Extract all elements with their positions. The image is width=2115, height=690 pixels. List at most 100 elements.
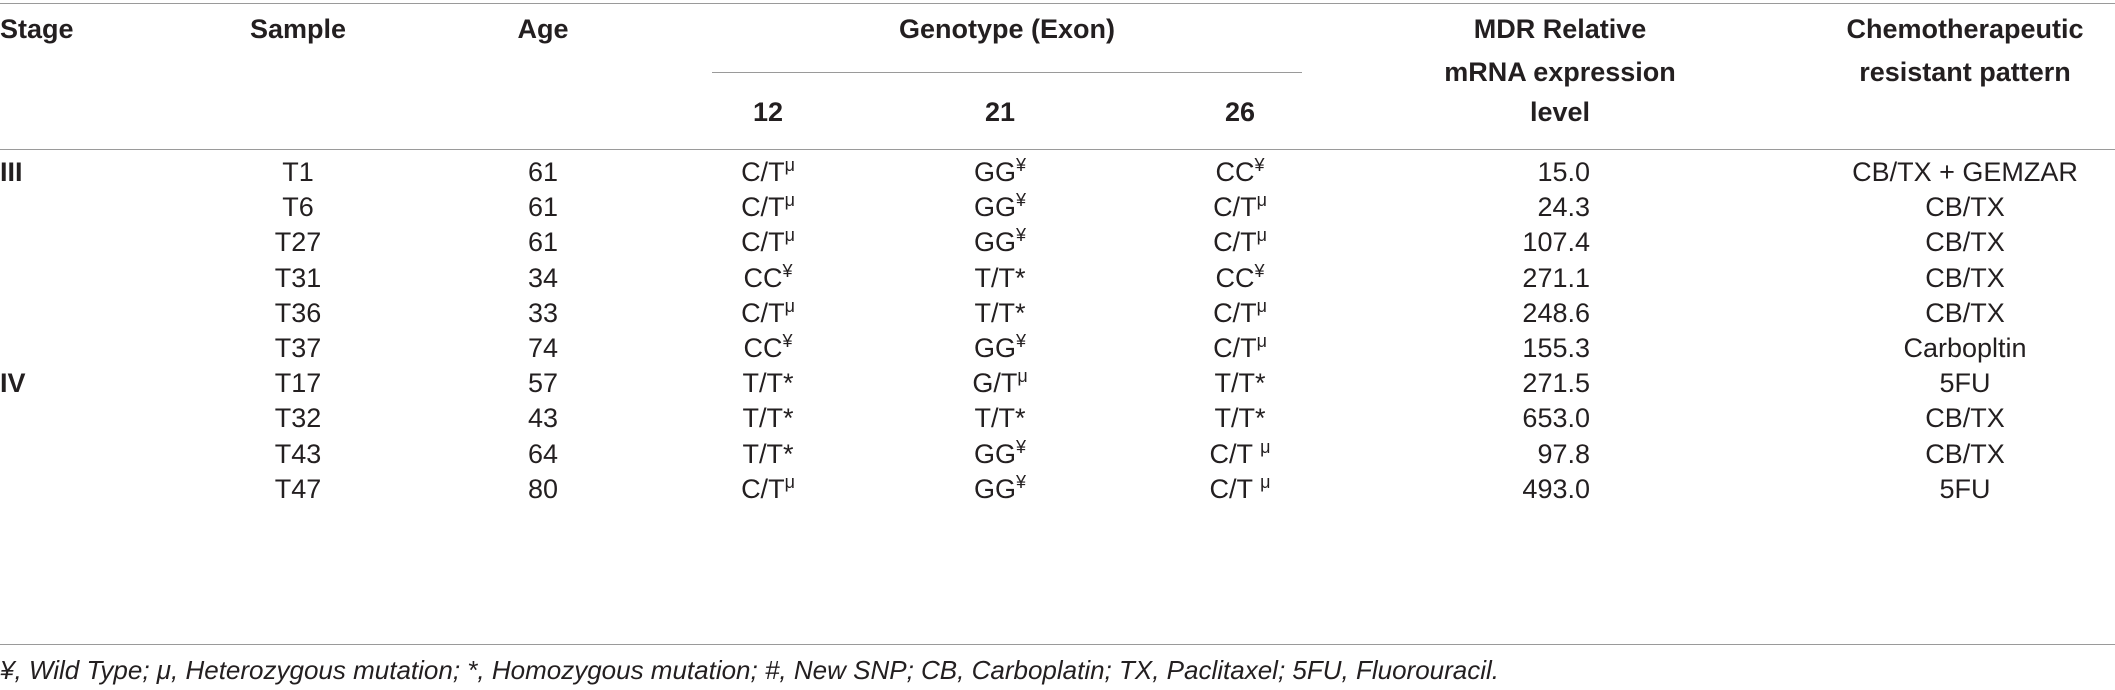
- cell-e12-superscript: ¥: [782, 331, 793, 351]
- cell-e12: C/Tμ: [668, 155, 868, 192]
- cell-age: 33: [443, 296, 643, 330]
- cell-chemo-text: CB/TX + GEMZAR: [1852, 157, 2078, 187]
- cell-e21: G/Tμ: [900, 366, 1100, 403]
- cell-e21-text: GG: [973, 333, 1016, 363]
- cell-e21: GG¥: [900, 155, 1100, 192]
- cell-e21: GG¥: [900, 472, 1100, 509]
- cell-e21-superscript: ¥: [1016, 471, 1027, 492]
- cell-e21-text: T/T*: [974, 403, 1026, 434]
- cell-chemo-text: 5FU: [1939, 473, 1991, 504]
- cell-e12-superscript: μ: [784, 225, 795, 246]
- cell-e26-superscript: ¥: [1254, 260, 1265, 281]
- cell-mdr-text: 97.8: [1537, 438, 1590, 469]
- cell-age: 57: [443, 366, 643, 400]
- header-exon-21: 21: [984, 97, 1016, 127]
- cell-e12-superscript: μ: [784, 155, 795, 175]
- cell-mdr: 24.3: [1390, 190, 1590, 224]
- cell-chemo: CB/TX + GEMZAR: [1815, 155, 2115, 189]
- cell-age: 64: [443, 437, 643, 471]
- cell-e21-superscript: μ: [1017, 366, 1028, 387]
- cell-chemo: CB/TX: [1815, 261, 2115, 295]
- cell-e21-text: GG: [973, 438, 1016, 469]
- cell-e21-text: GG: [973, 473, 1016, 504]
- cell-e21-text: T/T*: [974, 262, 1026, 293]
- table-top-rule: [0, 3, 2115, 4]
- cell-e12-text: C/T: [741, 473, 785, 504]
- header-age: Age: [517, 14, 569, 44]
- cell-e21: T/T*: [900, 296, 1100, 333]
- cell-e26-superscript: μ: [1260, 436, 1271, 457]
- cell-e26-text: C/T: [1209, 438, 1261, 469]
- cell-e26-superscript: μ: [1256, 295, 1267, 316]
- cell-stage-text: IV: [0, 368, 26, 399]
- genotype-group-rule: [712, 72, 1302, 73]
- table-bottom-rule: [0, 644, 2115, 645]
- cell-e26: C/T μ: [1140, 437, 1340, 474]
- cell-e12: T/T*: [668, 401, 868, 438]
- cell-e26: C/Tμ: [1140, 296, 1340, 333]
- cell-e21-text: GG: [973, 227, 1016, 258]
- cell-sample-text: T1: [282, 157, 314, 187]
- cell-age: 34: [443, 261, 643, 295]
- cell-e26-text: T/T*: [1214, 403, 1266, 434]
- cell-mdr-text: 271.1: [1522, 262, 1590, 293]
- cell-e26: CC¥: [1140, 261, 1340, 298]
- cell-e21-text: T/T*: [974, 297, 1026, 328]
- cell-age-text: 61: [527, 227, 559, 258]
- cell-mdr-text: 653.0: [1522, 403, 1590, 434]
- cell-e12-text: T/T*: [742, 368, 794, 399]
- cell-chemo-text: Carbopltin: [1903, 333, 2027, 363]
- cell-e12-text: C/T: [741, 157, 785, 187]
- cell-chemo-text: CB/TX: [1925, 227, 2005, 258]
- cell-e12: C/Tμ: [668, 296, 868, 333]
- cell-sample: T37: [198, 331, 398, 365]
- cell-e21-superscript: ¥: [1016, 331, 1027, 351]
- cell-e26: T/T*: [1140, 366, 1340, 403]
- header-sample: Sample: [249, 14, 347, 44]
- cell-age-text: 80: [527, 473, 559, 504]
- cell-age: 61: [443, 155, 643, 189]
- cell-mdr: 493.0: [1390, 472, 1590, 506]
- cell-age: 61: [443, 225, 643, 259]
- cell-e21-text: GG: [973, 157, 1016, 187]
- cell-sample-text: T32: [274, 403, 322, 434]
- cell-e26: C/Tμ: [1140, 225, 1340, 262]
- cell-mdr-text: 107.4: [1522, 227, 1590, 258]
- cell-e26: CC¥: [1140, 155, 1340, 192]
- cell-sample: T36: [198, 296, 398, 330]
- cell-age-text: 74: [527, 333, 559, 363]
- cell-e12-text: T/T*: [742, 438, 794, 469]
- cell-mdr: 248.6: [1390, 296, 1590, 330]
- cell-e26: C/Tμ: [1140, 190, 1340, 227]
- cell-e12-text: T/T*: [742, 403, 794, 434]
- cell-e26-text: C/T: [1209, 473, 1261, 504]
- cell-e26-superscript: μ: [1256, 331, 1267, 351]
- cell-sample-text: T36: [274, 297, 322, 328]
- cell-e26-superscript: ¥: [1254, 155, 1265, 175]
- cell-e12: C/Tμ: [668, 472, 868, 509]
- cell-e12-text: C/T: [741, 192, 785, 223]
- cell-mdr-text: 493.0: [1522, 473, 1590, 504]
- table-footnote: ¥, Wild Type; μ, Heterozygous mutation; …: [0, 655, 1500, 685]
- cell-e12-text: CC: [743, 333, 783, 363]
- cell-e12: T/T*: [668, 366, 868, 403]
- cell-e26-text: T/T*: [1214, 368, 1266, 399]
- cell-e12: C/Tμ: [668, 225, 868, 262]
- cell-e26-text: C/T: [1213, 333, 1257, 363]
- cell-chemo: 5FU: [1815, 366, 2115, 400]
- cell-e21: GG¥: [900, 437, 1100, 474]
- cell-e12-text: CC: [743, 262, 783, 293]
- cell-chemo-text: CB/TX: [1925, 297, 2005, 328]
- cell-sample-text: T37: [274, 333, 322, 363]
- cell-sample-text: T27: [274, 227, 322, 258]
- cell-e21: GG¥: [900, 225, 1100, 262]
- cell-chemo: CB/TX: [1815, 296, 2115, 330]
- header-chemo-line2: resistant pattern: [1859, 57, 2071, 87]
- cell-sample: T32: [198, 401, 398, 435]
- cell-e26-text: C/T: [1213, 192, 1257, 223]
- cell-chemo: CB/TX: [1815, 225, 2115, 259]
- cell-sample: T1: [198, 155, 398, 189]
- cell-chemo: CB/TX: [1815, 437, 2115, 471]
- cell-age: 74: [443, 331, 643, 365]
- cell-age-text: 61: [527, 157, 559, 187]
